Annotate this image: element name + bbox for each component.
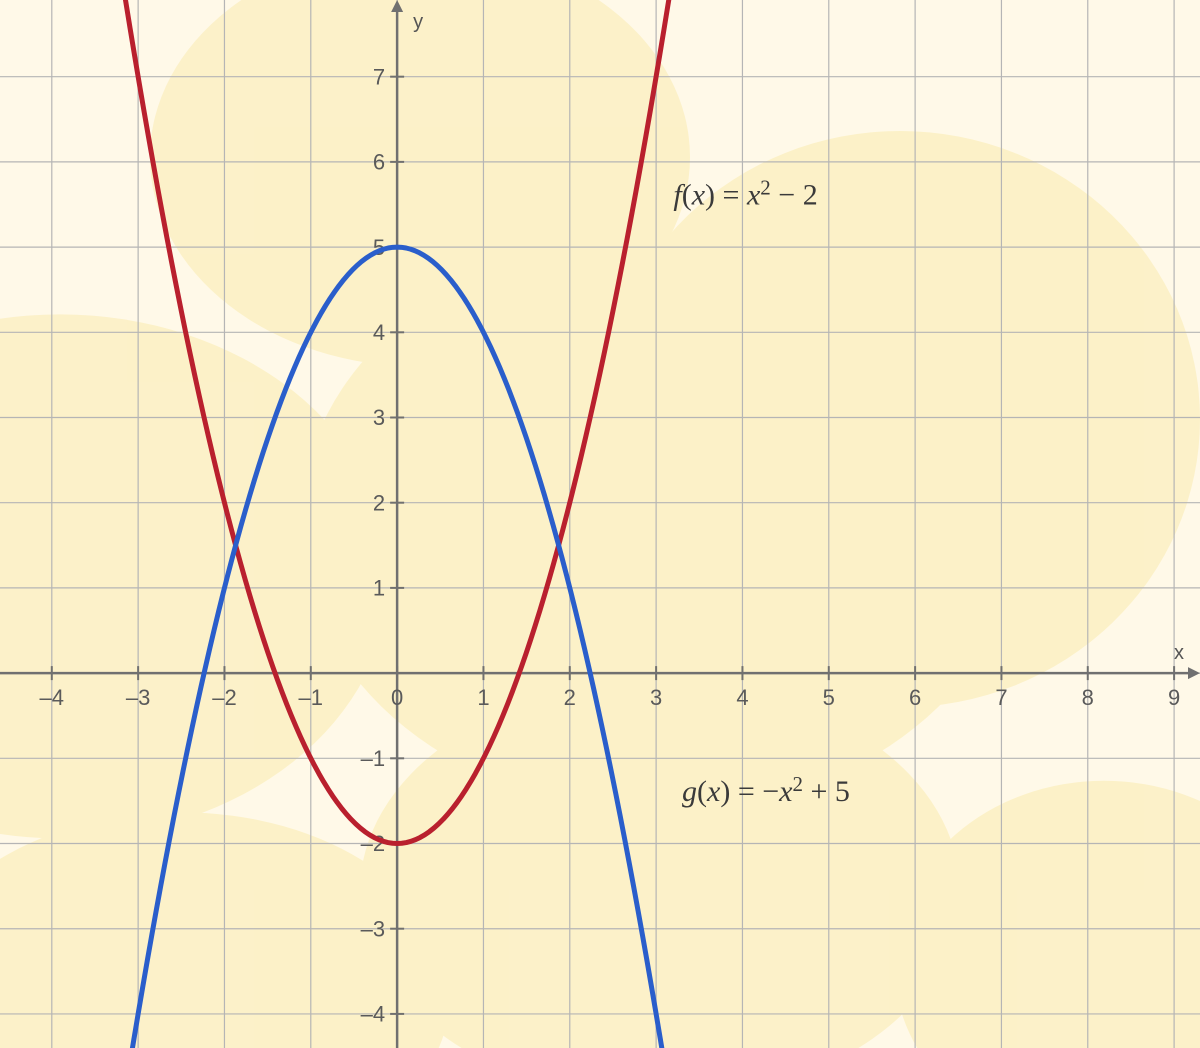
yellow-wash	[0, 0, 1200, 1048]
y-tick-label: 6	[373, 150, 385, 175]
y-tick-label: 1	[373, 576, 385, 601]
x-tick-label: 4	[736, 685, 748, 710]
x-tick-label: 8	[1082, 685, 1094, 710]
y-tick-label: –4	[361, 1002, 385, 1027]
x-tick-label: –2	[212, 685, 236, 710]
x-tick-label: 6	[909, 685, 921, 710]
x-tick-label: 7	[995, 685, 1007, 710]
x-tick-label: –1	[299, 685, 323, 710]
y-tick-label: 2	[373, 490, 385, 515]
x-tick-label: –4	[40, 685, 64, 710]
x-tick-label: –3	[126, 685, 150, 710]
x-tick-label: 3	[650, 685, 662, 710]
series-label-f: f(x) = x2 − 2	[673, 175, 817, 211]
x-tick-label: 0	[391, 685, 403, 710]
x-tick-label: 9	[1168, 685, 1180, 710]
y-tick-label: 4	[373, 320, 385, 345]
y-tick-label: 7	[373, 64, 385, 89]
chart-svg: yx–4–3–2–10123456789–4–3–2–11234567f(x) …	[0, 0, 1200, 1048]
chart-container: yx–4–3–2–10123456789–4–3–2–11234567f(x) …	[0, 0, 1200, 1048]
x-tick-label: 1	[477, 685, 489, 710]
series-label-g: g(x) = −x2 + 5	[682, 772, 850, 808]
y-tick-label: –1	[361, 746, 385, 771]
x-tick-label: 2	[564, 685, 576, 710]
y-axis-label: y	[413, 11, 423, 33]
y-tick-label: 3	[373, 405, 385, 430]
x-axis-label: x	[1174, 642, 1184, 664]
y-tick-label: –3	[361, 916, 385, 941]
x-tick-label: 5	[823, 685, 835, 710]
